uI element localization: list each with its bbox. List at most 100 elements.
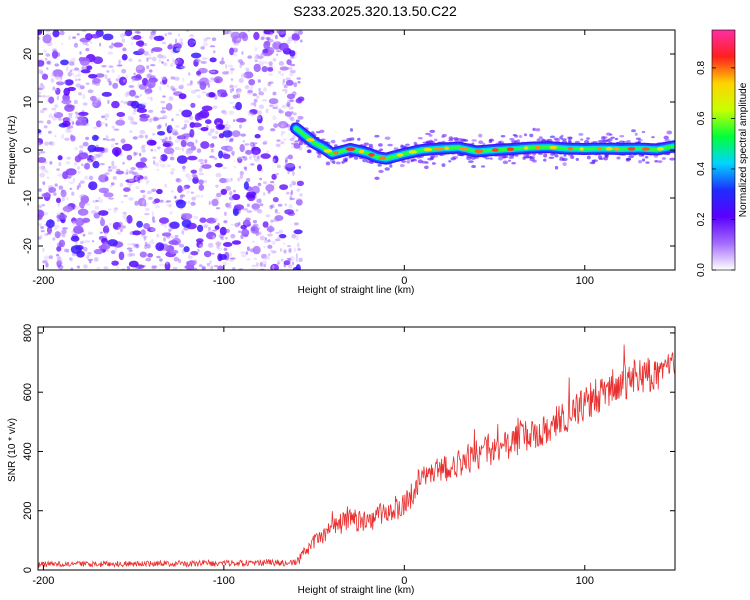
- noise-blob: [293, 229, 303, 235]
- noise-blob: [152, 156, 156, 159]
- track-halo: [549, 135, 556, 139]
- noise-blob: [232, 94, 238, 99]
- noise-blob: [73, 42, 79, 48]
- track-halo: [412, 159, 418, 162]
- noise-blob: [265, 214, 271, 218]
- noise-blob: [251, 227, 256, 232]
- noise-blob: [125, 219, 128, 223]
- noise-blob: [267, 239, 271, 243]
- noise-blob: [67, 112, 73, 115]
- track-halo: [387, 143, 393, 147]
- track-halo: [657, 160, 663, 163]
- noise-blob: [135, 172, 141, 177]
- noise-blob: [130, 167, 136, 171]
- noise-blob: [201, 266, 205, 270]
- noise-blob: [168, 240, 179, 245]
- track-halo: [401, 160, 407, 163]
- noise-blob: [240, 251, 246, 254]
- noise-blob: [267, 233, 273, 237]
- noise-blob: [105, 138, 112, 142]
- noise-blob: [77, 170, 81, 174]
- noise-blob: [209, 128, 215, 133]
- noise-blob: [196, 94, 201, 99]
- noise-blob: [111, 100, 120, 109]
- track-halo: [523, 153, 529, 157]
- noise-blob: [251, 264, 257, 267]
- noise-blob: [209, 70, 216, 73]
- track-peak: [549, 145, 558, 150]
- noise-blob: [166, 200, 171, 203]
- noise-blob: [273, 104, 279, 108]
- x-tick-label: -100: [213, 575, 235, 587]
- track-halo: [378, 169, 384, 173]
- track-peak: [306, 138, 315, 142]
- noise-blob: [271, 240, 276, 245]
- noise-blob: [54, 224, 60, 229]
- noise-blob: [181, 109, 193, 118]
- noise-blob: [295, 209, 299, 212]
- track-halo: [518, 134, 523, 139]
- noise-blob: [99, 42, 102, 47]
- noise-blob: [272, 197, 279, 203]
- noise-blob: [82, 41, 88, 46]
- noise-blob: [74, 147, 78, 151]
- noise-blob: [231, 240, 242, 245]
- noise-blob: [225, 186, 232, 191]
- noise-blob: [96, 97, 102, 102]
- noise-blob: [236, 118, 247, 123]
- track-halo: [417, 136, 423, 140]
- noise-blob: [246, 210, 253, 213]
- track-halo: [543, 158, 547, 162]
- track-halo: [374, 134, 380, 138]
- noise-blob: [161, 139, 167, 144]
- noise-blob: [190, 52, 202, 59]
- noise-blob: [91, 240, 95, 243]
- noise-blob: [272, 158, 276, 163]
- noise-blob: [137, 180, 141, 184]
- noise-blob: [61, 197, 65, 202]
- noise-blob: [223, 126, 230, 132]
- noise-blob: [136, 220, 144, 228]
- noise-blob: [252, 245, 261, 255]
- noise-blob: [215, 130, 219, 135]
- noise-blob: [196, 70, 202, 76]
- noise-blob: [116, 168, 121, 171]
- y-tick-label: 0: [22, 147, 34, 153]
- noise-blob: [74, 75, 77, 78]
- track-halo: [471, 164, 477, 169]
- noise-blob: [75, 115, 78, 119]
- noise-blob: [133, 72, 136, 76]
- track-halo: [554, 154, 559, 158]
- noise-blob: [258, 91, 265, 96]
- noise-blob: [43, 125, 48, 129]
- noise-blob: [253, 257, 258, 260]
- noise-blob: [127, 243, 133, 246]
- noise-blob: [70, 245, 82, 254]
- noise-blob: [247, 55, 252, 59]
- noise-blob: [270, 31, 273, 36]
- noise-blob: [169, 63, 174, 67]
- noise-blob: [287, 212, 291, 215]
- noise-blob: [80, 85, 85, 90]
- noise-blob: [229, 84, 234, 89]
- noise-blob: [170, 167, 176, 172]
- noise-blob: [233, 39, 236, 45]
- noise-blob: [60, 59, 69, 66]
- noise-blob: [224, 211, 227, 216]
- noise-blob: [278, 42, 289, 52]
- noise-blob: [272, 91, 277, 96]
- noise-blob: [42, 181, 46, 186]
- track-halo: [548, 156, 555, 160]
- noise-blob: [108, 197, 115, 200]
- noise-blob: [228, 196, 235, 201]
- noise-blob: [283, 84, 288, 89]
- noise-blob: [217, 222, 220, 227]
- noise-blob: [62, 120, 71, 127]
- noise-blob: [93, 248, 103, 255]
- noise-blob: [145, 114, 149, 117]
- noise-blob: [139, 251, 147, 258]
- track-halo: [619, 134, 625, 138]
- noise-blob: [146, 79, 156, 89]
- noise-blob: [211, 252, 215, 255]
- noise-blob: [151, 216, 155, 222]
